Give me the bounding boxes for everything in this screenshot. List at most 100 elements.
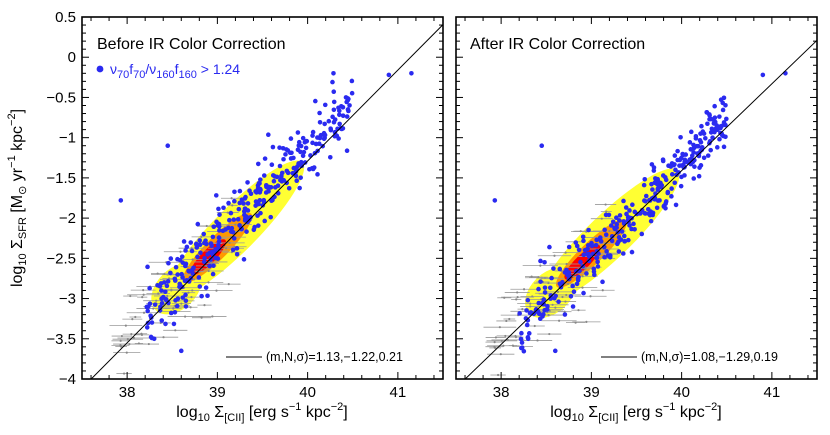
error-point bbox=[494, 336, 498, 339]
data-point bbox=[289, 150, 294, 156]
data-point bbox=[593, 242, 599, 248]
data-point bbox=[268, 214, 274, 220]
data-point bbox=[660, 157, 666, 162]
data-point bbox=[562, 270, 568, 275]
data-point bbox=[216, 239, 222, 244]
data-point bbox=[241, 201, 246, 206]
data-point bbox=[302, 160, 308, 165]
data-point bbox=[237, 200, 243, 206]
data-point bbox=[676, 170, 681, 175]
data-point bbox=[539, 143, 545, 149]
data-point bbox=[645, 206, 651, 212]
data-point bbox=[607, 253, 613, 258]
data-point bbox=[310, 140, 315, 146]
data-point bbox=[310, 133, 315, 138]
data-point bbox=[291, 155, 296, 161]
x-tick-label: 40 bbox=[673, 384, 690, 401]
error-point bbox=[581, 275, 584, 278]
error-point bbox=[157, 292, 160, 295]
data-point bbox=[232, 198, 237, 204]
data-point bbox=[524, 308, 529, 313]
data-point bbox=[570, 304, 576, 309]
data-point bbox=[552, 348, 558, 354]
data-point bbox=[592, 272, 597, 278]
data-point bbox=[328, 127, 334, 133]
data-point bbox=[687, 157, 693, 163]
data-point bbox=[163, 321, 168, 327]
data-point bbox=[571, 289, 577, 295]
error-point bbox=[530, 275, 533, 278]
data-point bbox=[672, 153, 678, 158]
error-point bbox=[499, 353, 502, 356]
data-point bbox=[562, 312, 568, 317]
data-point bbox=[184, 244, 190, 250]
error-point bbox=[496, 373, 500, 377]
error-point bbox=[205, 264, 208, 267]
error-point bbox=[156, 272, 159, 275]
error-point bbox=[192, 278, 196, 281]
data-point bbox=[211, 224, 217, 229]
data-point bbox=[557, 266, 563, 272]
data-point bbox=[332, 129, 338, 135]
data-point bbox=[284, 147, 289, 152]
data-point bbox=[303, 145, 309, 151]
data-point bbox=[288, 136, 294, 141]
data-point bbox=[608, 223, 614, 228]
panel-before: 38 39 40 41 −4 −3.5 −3 −2.5 −2 −1.5 −1 −0.5 0 0.5 Bef… bbox=[46, 9, 444, 401]
data-point bbox=[639, 231, 645, 237]
error-point bbox=[211, 315, 214, 318]
error-point bbox=[190, 295, 193, 299]
data-point bbox=[654, 205, 660, 211]
data-point bbox=[197, 238, 203, 243]
error-point bbox=[119, 339, 122, 342]
error-point bbox=[131, 317, 134, 321]
data-point bbox=[183, 261, 189, 267]
error-point bbox=[228, 241, 231, 244]
data-point bbox=[226, 200, 231, 206]
fit-legend-label: (m,N,σ)=1.08,−1.29,0.19 bbox=[641, 350, 778, 364]
error-point bbox=[566, 282, 570, 286]
error-point bbox=[142, 293, 145, 296]
data-point bbox=[586, 227, 591, 233]
data-point bbox=[699, 145, 705, 150]
data-point bbox=[331, 107, 337, 113]
data-point bbox=[705, 121, 710, 127]
error-point bbox=[205, 224, 208, 228]
data-point bbox=[207, 263, 212, 269]
data-point bbox=[234, 246, 240, 251]
error-point bbox=[147, 342, 150, 346]
error-point bbox=[215, 289, 218, 292]
data-point bbox=[578, 259, 583, 265]
data-point bbox=[163, 289, 168, 295]
data-point bbox=[172, 278, 178, 283]
data-point bbox=[663, 177, 669, 183]
data-point bbox=[651, 168, 657, 173]
error-point bbox=[605, 210, 608, 213]
data-point bbox=[570, 283, 575, 289]
data-point bbox=[519, 330, 524, 336]
data-point bbox=[317, 110, 322, 116]
panel-title: Before IR Color Correction bbox=[97, 36, 286, 53]
error-point bbox=[581, 286, 584, 289]
error-point bbox=[207, 269, 210, 273]
data-point bbox=[627, 223, 632, 228]
data-point bbox=[300, 135, 306, 141]
data-point bbox=[220, 228, 226, 234]
data-point bbox=[701, 155, 707, 161]
data-point bbox=[183, 248, 188, 253]
data-point bbox=[675, 148, 680, 154]
panel-title: After IR Color Correction bbox=[470, 36, 645, 53]
data-point bbox=[174, 303, 180, 309]
data-point bbox=[659, 183, 665, 188]
data-point bbox=[695, 143, 701, 149]
data-point bbox=[525, 317, 531, 323]
data-point bbox=[347, 103, 352, 108]
error-point bbox=[524, 383, 526, 385]
data-point bbox=[517, 311, 522, 316]
data-point bbox=[626, 237, 631, 243]
error-point bbox=[142, 288, 145, 292]
data-point bbox=[315, 172, 320, 177]
data-point bbox=[277, 163, 283, 169]
data-point bbox=[331, 70, 336, 76]
data-point bbox=[205, 252, 210, 257]
